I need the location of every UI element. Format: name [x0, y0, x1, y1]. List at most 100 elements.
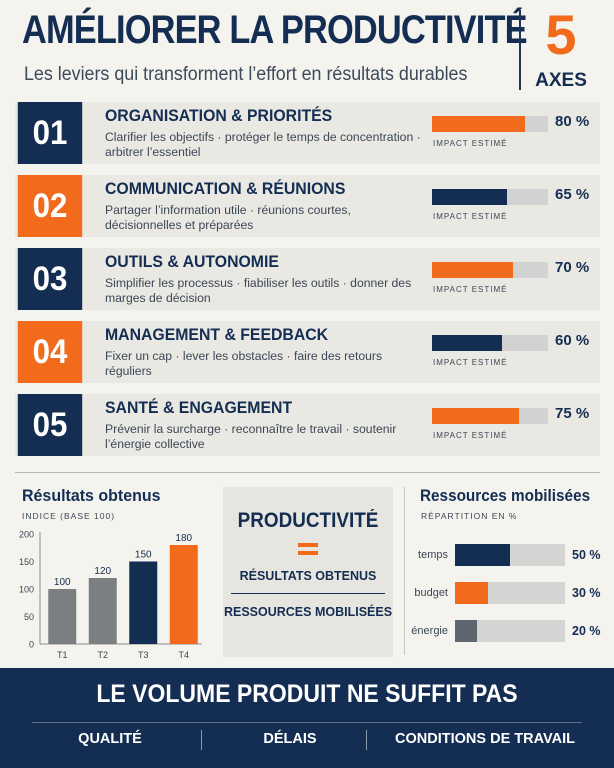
lever-card: 05 SANTÉ & ENGAGEMENT Prévenir la surcha… [15, 394, 600, 456]
impact-label: IMPACT ESTIMÉ [433, 358, 508, 367]
footer-banner: LE VOLUME PRODUIT NE SUFFIT PAS QUALITÉ … [0, 668, 614, 768]
impact-percent: 65 % [555, 186, 590, 203]
resource-bar-track [455, 544, 565, 566]
lever-description: Prévenir la surcharge · reconnaître le t… [105, 422, 397, 451]
resource-bar-track [455, 582, 565, 604]
impact-bar-track [432, 116, 548, 132]
bar-value-label: 180 [175, 533, 192, 544]
resource-bar-fill [455, 582, 488, 604]
formula-productivity: PRODUCTIVITÉ [237, 509, 379, 532]
y-tick-label: 150 [19, 557, 34, 567]
lever-number: 04 [17, 321, 83, 383]
bar-value-label: 150 [135, 550, 152, 561]
lever-description: Partager l’information utile · réunions … [105, 203, 351, 232]
resource-percent: 20 % [572, 624, 601, 638]
footer-item-delays: DÉLAIS [263, 731, 317, 747]
resource-row: budget 30 % [410, 582, 601, 606]
footer-divider [32, 722, 582, 723]
impact-bar-track [432, 262, 548, 278]
y-tick-label: 100 [19, 585, 34, 595]
resource-row: temps 50 % [410, 544, 601, 568]
impact-meter: 80 % IMPACT ESTIMÉ [432, 112, 592, 156]
footer-item-conditions: CONDITIONS DE TRAVAIL [395, 731, 575, 747]
lever-title: ORGANISATION & PRIORITÉS [105, 106, 333, 125]
x-tick-label: T2 [97, 650, 108, 660]
impact-percent: 80 % [555, 113, 590, 130]
section-divider [15, 472, 600, 473]
axes-label: AXES [535, 70, 587, 91]
x-tick-label: T3 [138, 650, 149, 660]
lever-number: 05 [17, 394, 83, 456]
impact-bar-fill [432, 116, 525, 132]
impact-meter: 60 % IMPACT ESTIMÉ [432, 331, 592, 375]
resources-subtitle: RÉPARTITION EN % [421, 511, 518, 521]
impact-bar-fill [432, 335, 502, 351]
results-title: Résultats obtenus [22, 486, 161, 505]
impact-bar-track [432, 335, 548, 351]
lever-description: Simplifier les processus · fiabiliser le… [105, 276, 412, 305]
impact-percent: 70 % [555, 259, 590, 276]
lever-card: 02 COMMUNICATION & RÉUNIONS Partager l’i… [15, 175, 600, 237]
header: AMÉLIORER LA PRODUCTIVITÉ Les leviers qu… [22, 3, 592, 91]
lever-description: Clarifier les objectifs · protéger le te… [105, 130, 421, 159]
y-tick-label: 0 [29, 640, 34, 650]
productivity-formula: PRODUCTIVITÉ RÉSULTATS OBTENUS RESSOURCE… [223, 487, 393, 657]
bar-t3 [129, 561, 158, 644]
fraction-line [231, 593, 385, 594]
impact-meter: 70 % IMPACT ESTIMÉ [432, 258, 592, 302]
footer-separator [201, 730, 202, 750]
lever-number: 01 [17, 102, 83, 164]
impact-meter: 65 % IMPACT ESTIMÉ [432, 185, 592, 229]
results-bar-chart: 0 50 100 150 200 100 T1 120 T2 150 T3 180 T4 [19, 530, 202, 660]
impact-percent: 60 % [555, 332, 590, 349]
header-divider [519, 10, 521, 90]
x-tick-label: T4 [178, 650, 189, 660]
impact-meter: 75 % IMPACT ESTIMÉ [432, 404, 592, 448]
impact-bar-track [432, 408, 548, 424]
resource-percent: 50 % [572, 548, 601, 562]
y-tick-label: 50 [24, 612, 34, 622]
resource-bar-fill [455, 620, 477, 642]
formula-denominator: RESSOURCES MOBILISÉES [223, 605, 393, 619]
lever-title: COMMUNICATION & RÉUNIONS [105, 179, 346, 198]
axes-count: 5 [545, 3, 577, 66]
impact-label: IMPACT ESTIMÉ [433, 139, 508, 148]
impact-percent: 75 % [555, 405, 590, 422]
lever-number: 02 [17, 175, 83, 237]
bar-value-label: 100 [54, 577, 71, 588]
footer-separator [366, 730, 367, 750]
impact-bar-fill [432, 189, 508, 205]
equals-sign-top [298, 543, 318, 547]
lever-card: 04 MANAGEMENT & FEEDBACK Fixer un cap · … [15, 321, 600, 383]
lever-title: SANTÉ & ENGAGEMENT [105, 398, 293, 417]
formula-numerator: RÉSULTATS OBTENUS [239, 569, 377, 583]
footer-title: LE VOLUME PRODUIT NE SUFFIT PAS [96, 680, 518, 708]
impact-bar-track [432, 189, 548, 205]
x-tick-label: T1 [57, 650, 68, 660]
impact-label: IMPACT ESTIMÉ [433, 212, 508, 221]
impact-bar-fill [432, 408, 519, 424]
resource-label: énergie [411, 625, 448, 637]
bar-t1 [48, 589, 77, 644]
resource-row: énergie 20 % [410, 620, 601, 644]
resource-percent: 30 % [572, 586, 601, 600]
resource-label: budget [414, 587, 448, 599]
impact-label: IMPACT ESTIMÉ [433, 431, 508, 440]
lever-number: 03 [17, 248, 83, 310]
lever-title: MANAGEMENT & FEEDBACK [105, 325, 329, 344]
equals-sign-bottom [298, 551, 318, 555]
lever-card: 03 OUTILS & AUTONOMIE Simplifier les pro… [15, 248, 600, 310]
lever-description: Fixer un cap · lever les obstacles · fai… [105, 349, 383, 378]
results-subtitle: INDICE (BASE 100) [22, 511, 116, 521]
page-title: AMÉLIORER LA PRODUCTIVITÉ [22, 8, 528, 52]
vertical-divider [404, 487, 405, 655]
lever-title: OUTILS & AUTONOMIE [105, 252, 279, 271]
bar-value-label: 120 [94, 566, 111, 577]
impact-label: IMPACT ESTIMÉ [433, 285, 508, 294]
resource-label: temps [418, 549, 448, 561]
resource-bar-fill [455, 544, 510, 566]
resource-bar-track [455, 620, 565, 642]
footer-item-quality: QUALITÉ [78, 731, 142, 747]
lever-card: 01 ORGANISATION & PRIORITÉS Clarifier le… [15, 102, 600, 164]
bar-t2 [88, 578, 117, 644]
